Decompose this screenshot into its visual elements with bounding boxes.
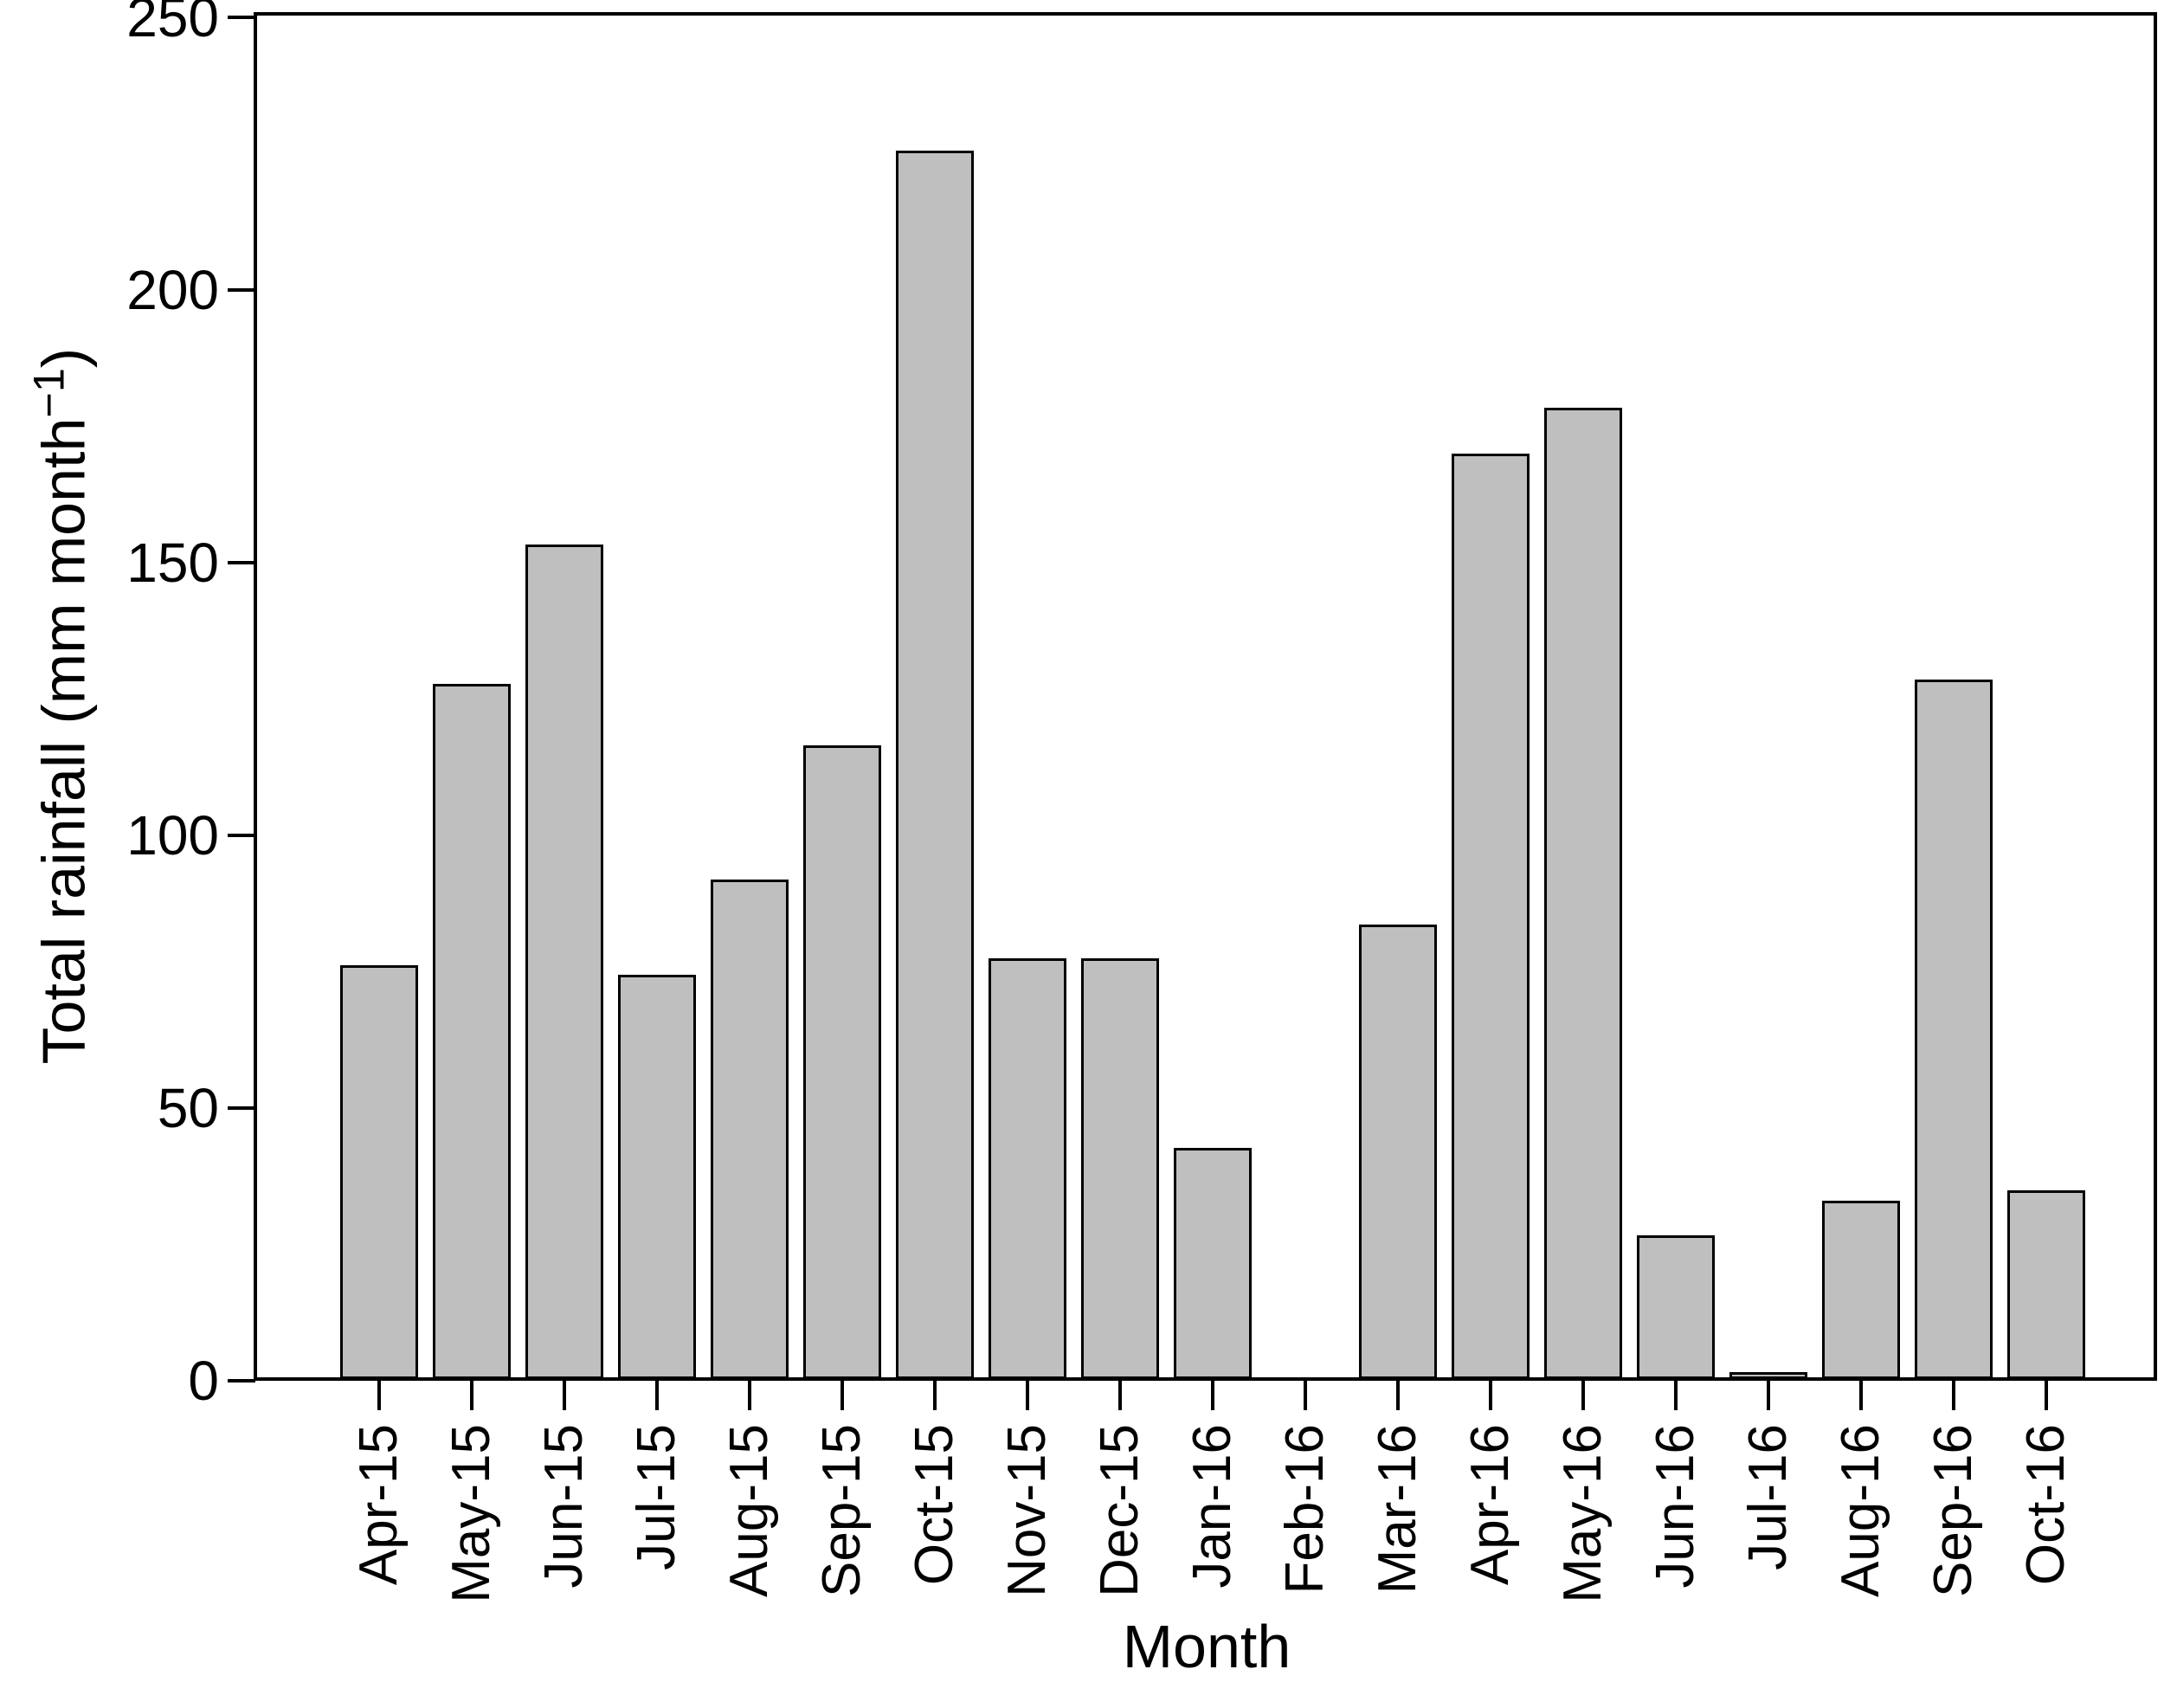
x-tick bbox=[1489, 1381, 1492, 1410]
x-tick-label: Jun-15 bbox=[534, 1424, 594, 1589]
x-tick bbox=[563, 1381, 566, 1410]
x-tick bbox=[1674, 1381, 1678, 1410]
bar-may-15 bbox=[433, 684, 511, 1379]
y-tick bbox=[228, 834, 255, 837]
y-tick-label: 100 bbox=[126, 804, 219, 867]
y-axis-title: Total rainfall (mm month−1) bbox=[16, 274, 98, 1139]
x-tick bbox=[1952, 1381, 1955, 1410]
x-tick bbox=[933, 1381, 937, 1410]
x-tick-label: Jun-16 bbox=[1646, 1424, 1705, 1589]
y-tick-label: 250 bbox=[126, 0, 219, 48]
bar-sep-15 bbox=[803, 745, 881, 1379]
x-tick bbox=[1396, 1381, 1400, 1410]
x-tick bbox=[840, 1381, 844, 1410]
x-tick bbox=[748, 1381, 751, 1410]
bar-oct-15 bbox=[896, 151, 974, 1379]
y-tick bbox=[228, 16, 255, 19]
bar-nov-15 bbox=[989, 958, 1066, 1379]
x-tick-label: Aug-15 bbox=[719, 1424, 779, 1597]
x-tick bbox=[1118, 1381, 1122, 1410]
bar-apr-15 bbox=[340, 965, 418, 1379]
bar-sep-16 bbox=[1915, 680, 1993, 1379]
y-tick bbox=[228, 288, 255, 292]
bar-jul-16 bbox=[1729, 1372, 1807, 1379]
bar-aug-16 bbox=[1822, 1201, 1900, 1379]
x-tick bbox=[2045, 1381, 2048, 1410]
x-tick bbox=[377, 1381, 381, 1410]
x-tick bbox=[1304, 1381, 1307, 1410]
x-tick-label: May-15 bbox=[441, 1424, 501, 1603]
bar-aug-15 bbox=[711, 880, 789, 1379]
bar-mar-16 bbox=[1359, 925, 1437, 1379]
bar-may-16 bbox=[1544, 408, 1622, 1379]
bar-jun-15 bbox=[525, 545, 603, 1379]
x-tick bbox=[1211, 1381, 1214, 1410]
y-tick-label: 200 bbox=[126, 259, 219, 321]
x-tick-label: Jul-15 bbox=[627, 1424, 686, 1570]
x-tick bbox=[1767, 1381, 1770, 1410]
x-tick-label: Aug-16 bbox=[1831, 1424, 1890, 1597]
x-tick-label: Oct-16 bbox=[2016, 1424, 2076, 1586]
x-tick bbox=[1859, 1381, 1863, 1410]
x-tick-label: Sep-16 bbox=[1923, 1424, 1983, 1597]
x-tick bbox=[1026, 1381, 1029, 1410]
x-tick bbox=[1581, 1381, 1585, 1410]
y-axis-title-superscript: −1 bbox=[23, 368, 74, 418]
y-tick bbox=[228, 1379, 255, 1383]
y-tick bbox=[228, 561, 255, 564]
x-axis-title: Month bbox=[1122, 1613, 1291, 1680]
y-tick-label: 50 bbox=[157, 1077, 219, 1139]
bar-apr-16 bbox=[1452, 454, 1530, 1379]
bar-jul-15 bbox=[618, 975, 696, 1379]
bar-jun-16 bbox=[1637, 1235, 1715, 1379]
x-tick-label: Apr-15 bbox=[349, 1424, 409, 1586]
bar-oct-16 bbox=[2007, 1190, 2085, 1379]
x-tick bbox=[655, 1381, 659, 1410]
y-tick-label: 0 bbox=[188, 1350, 219, 1412]
y-tick bbox=[228, 1106, 255, 1110]
x-tick-label: Jul-16 bbox=[1738, 1424, 1798, 1570]
y-axis-title-close: ) bbox=[29, 347, 98, 369]
bar-dec-15 bbox=[1081, 958, 1159, 1379]
x-tick bbox=[470, 1381, 473, 1410]
y-tick-label: 150 bbox=[126, 532, 219, 594]
bar-jan-16 bbox=[1174, 1148, 1252, 1379]
y-axis-title-main: Total rainfall (mm month bbox=[29, 417, 98, 1065]
